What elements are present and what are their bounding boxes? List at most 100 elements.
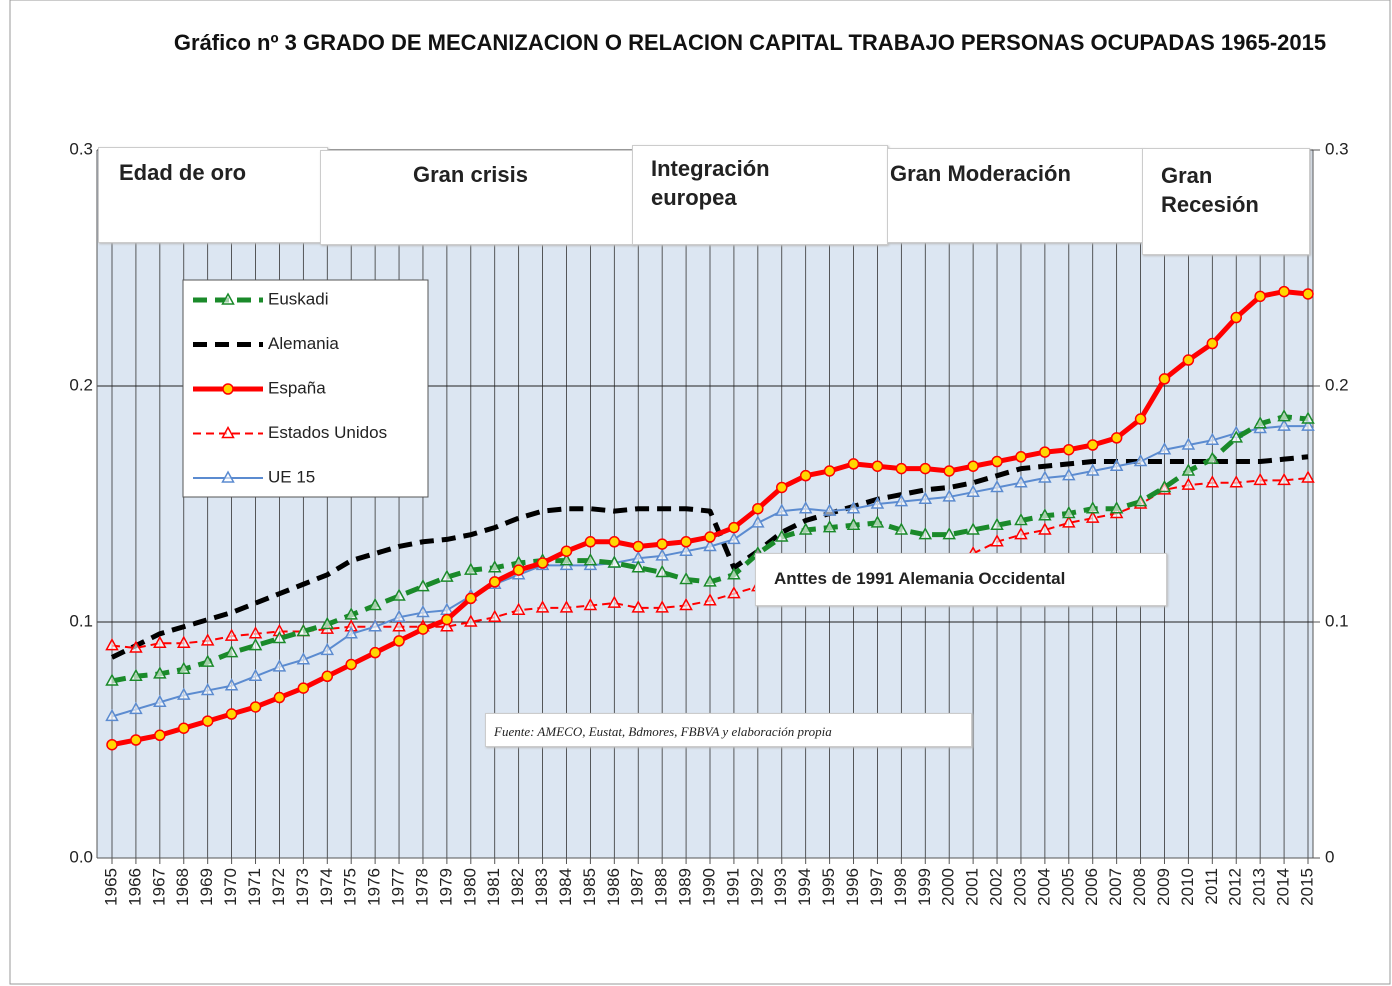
y2-tick-label: 0: [1325, 847, 1334, 866]
marker: [487, 609, 502, 623]
x-tick-label: 1973: [293, 868, 312, 906]
marker: [1157, 479, 1172, 493]
marker: [990, 517, 1004, 530]
marker: [273, 691, 286, 704]
marker: [1110, 432, 1123, 444]
x-tick-label: 1974: [317, 868, 336, 906]
marker: [1277, 472, 1291, 486]
marker: [1014, 475, 1028, 488]
marker: [704, 531, 716, 543]
marker: [464, 614, 478, 627]
marker: [703, 593, 717, 606]
marker: [221, 292, 235, 305]
marker: [535, 600, 550, 613]
y-tick-label: 0.0: [69, 847, 93, 866]
marker: [822, 520, 837, 533]
marker: [703, 538, 717, 552]
marker: [1301, 418, 1315, 431]
marker: [608, 536, 621, 548]
x-tick-label: 1984: [556, 868, 575, 906]
x-tick-label: 1987: [628, 868, 647, 906]
marker: [201, 715, 214, 727]
marker: [1302, 288, 1314, 300]
y-tick-label: 0.3: [69, 139, 93, 158]
x-tick-label: 1990: [699, 868, 718, 906]
marker: [1278, 285, 1290, 298]
x-tick-label: 1982: [508, 868, 527, 906]
y2-tick-label: 0.1: [1325, 611, 1349, 630]
marker: [105, 673, 119, 686]
marker: [225, 708, 238, 720]
marker: [584, 536, 597, 548]
marker: [679, 571, 693, 585]
marker: [249, 701, 262, 713]
legend-label: España: [268, 378, 326, 397]
marker: [1015, 451, 1027, 463]
marker: [130, 734, 142, 746]
marker: [416, 579, 430, 592]
x-tick-label: 1969: [197, 868, 216, 906]
x-tick-label: 1965: [101, 868, 120, 906]
marker: [966, 484, 980, 497]
marker: [296, 652, 311, 665]
marker: [153, 694, 167, 707]
marker: [369, 646, 381, 659]
marker: [296, 623, 311, 637]
marker: [392, 609, 406, 623]
chart-title: Gráfico nº 3 GRADO DE MECANIZACION O REL…: [173, 30, 1327, 55]
marker: [870, 496, 885, 509]
marker: [991, 455, 1003, 468]
marker: [798, 501, 813, 514]
marker: [511, 602, 526, 615]
y2-tick-label: 0.3: [1325, 139, 1349, 158]
x-tick-label: 2009: [1154, 868, 1173, 906]
annotation: Anttes de 1991 Alemania Occidental: [755, 553, 1167, 606]
annotation: Gran Recesión: [1142, 148, 1310, 255]
marker: [823, 465, 836, 477]
marker: [1085, 501, 1100, 514]
marker: [655, 600, 669, 613]
x-tick-label: 1979: [436, 868, 455, 906]
frame: [9, 0, 1391, 985]
x-tick-label: 2004: [1034, 868, 1053, 906]
marker: [1086, 439, 1099, 451]
marker: [559, 600, 574, 613]
marker: [728, 521, 740, 534]
marker: [392, 619, 406, 632]
marker: [655, 548, 669, 561]
marker: [1277, 418, 1291, 431]
x-tick-label: 2006: [1082, 868, 1101, 906]
marker: [1205, 475, 1220, 488]
x-tick-label: 2012: [1226, 868, 1245, 906]
marker: [465, 592, 477, 605]
marker: [106, 738, 118, 751]
marker: [942, 527, 956, 540]
marker: [655, 564, 669, 578]
marker: [990, 534, 1004, 547]
x-tick-label: 2007: [1106, 868, 1125, 906]
marker: [1254, 290, 1266, 303]
y2-tick-label: 0.2: [1325, 375, 1349, 394]
marker: [248, 626, 263, 639]
x-tick-label: 2001: [963, 868, 982, 906]
marker: [583, 597, 598, 611]
marker: [798, 522, 813, 535]
marker: [1206, 337, 1219, 350]
marker: [774, 503, 789, 516]
marker: [1230, 311, 1242, 324]
marker: [703, 574, 717, 587]
marker: [1229, 430, 1244, 443]
marker: [440, 569, 454, 582]
y-tick-label: 0.2: [69, 375, 93, 394]
marker: [656, 538, 668, 550]
marker: [1014, 527, 1028, 540]
x-tick-label: 1992: [747, 868, 766, 906]
marker: [1253, 472, 1267, 486]
x-tick-label: 2008: [1130, 868, 1149, 906]
marker: [679, 597, 693, 611]
marker: [321, 670, 334, 683]
marker: [1085, 510, 1100, 523]
marker: [895, 462, 908, 475]
x-tick-label: 1966: [125, 868, 144, 906]
marker: [1301, 411, 1315, 424]
